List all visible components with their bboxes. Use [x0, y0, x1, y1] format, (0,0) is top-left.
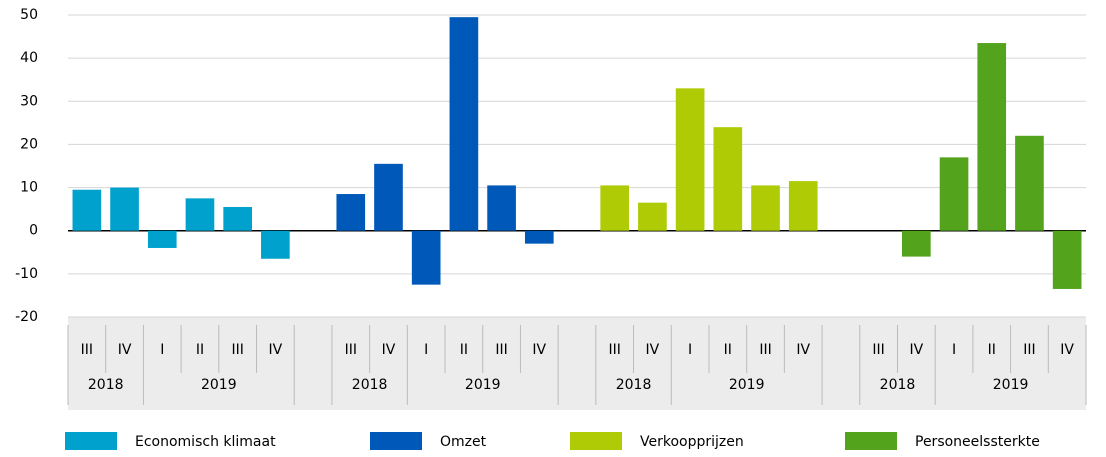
- x-tick-label: II: [460, 342, 468, 358]
- bar: [261, 230, 290, 259]
- x-tick-label: IV: [1060, 342, 1074, 358]
- year-label: 2019: [201, 377, 237, 393]
- x-tick-label: III: [609, 342, 621, 358]
- x-tick-label: IV: [269, 342, 283, 358]
- x-tick-label: III: [81, 342, 93, 358]
- bar: [977, 43, 1007, 231]
- x-tick-label: II: [196, 342, 204, 358]
- year-label: 2019: [465, 377, 501, 393]
- legend-label: Omzet: [440, 434, 487, 450]
- year-label: 2018: [352, 377, 388, 393]
- bar: [1015, 135, 1044, 231]
- x-tick-label: IV: [118, 342, 132, 358]
- y-tick-label: 30: [20, 93, 38, 109]
- x-tick-label: IV: [909, 342, 923, 358]
- bar: [939, 157, 969, 231]
- legend-swatch: [65, 432, 117, 450]
- legend-label: Economisch klimaat: [135, 434, 276, 450]
- bar: [788, 181, 818, 231]
- bar: [411, 230, 441, 285]
- bar: [751, 185, 780, 231]
- y-tick-label: 50: [20, 7, 38, 23]
- legend-label: Verkoopprijzen: [640, 434, 744, 450]
- legend-swatch: [845, 432, 897, 450]
- x-tick-label: III: [759, 342, 771, 358]
- bar: [675, 88, 705, 231]
- year-label: 2018: [880, 377, 916, 393]
- bar: [449, 17, 479, 231]
- bar: [713, 127, 743, 231]
- year-label: 2019: [729, 377, 765, 393]
- legend-label: Personeelssterkte: [915, 434, 1040, 450]
- y-tick-label: 20: [20, 136, 38, 152]
- bar: [336, 194, 366, 231]
- x-tick-label: III: [495, 342, 507, 358]
- bar: [600, 185, 630, 231]
- bar: [110, 187, 139, 231]
- x-tick-label: I: [952, 342, 956, 358]
- x-tick-label: IV: [796, 342, 810, 358]
- y-tick-label: 0: [29, 223, 38, 239]
- bar: [902, 230, 931, 257]
- bar: [374, 163, 403, 231]
- x-tick-label: II: [988, 342, 996, 358]
- bar: [487, 185, 516, 231]
- x-tick-label: II: [724, 342, 732, 358]
- x-tick-label: III: [1023, 342, 1035, 358]
- bar: [223, 206, 252, 231]
- bar: [72, 189, 102, 231]
- year-label: 2018: [616, 377, 652, 393]
- x-tick-label: III: [345, 342, 357, 358]
- y-tick-label: -10: [15, 266, 38, 282]
- x-tick-label: III: [872, 342, 884, 358]
- year-label: 2018: [88, 377, 124, 393]
- y-tick-label: -20: [15, 309, 38, 325]
- bar: [638, 202, 667, 231]
- x-tick-label: I: [688, 342, 692, 358]
- x-tick-label: IV: [382, 342, 396, 358]
- bar: [147, 230, 177, 248]
- legend-swatch: [370, 432, 422, 450]
- y-tick-label: 40: [20, 50, 38, 66]
- x-tick-label: III: [231, 342, 243, 358]
- x-tick-label: I: [424, 342, 428, 358]
- x-tick-label: IV: [646, 342, 660, 358]
- x-tick-label: I: [160, 342, 164, 358]
- y-tick-label: 10: [20, 180, 38, 196]
- legend-swatch: [570, 432, 622, 450]
- year-label: 2019: [993, 377, 1029, 393]
- bar: [185, 198, 215, 231]
- bar: [1052, 230, 1082, 289]
- x-axis-box: [68, 317, 1086, 410]
- x-tick-label: IV: [532, 342, 546, 358]
- bar: [524, 230, 554, 244]
